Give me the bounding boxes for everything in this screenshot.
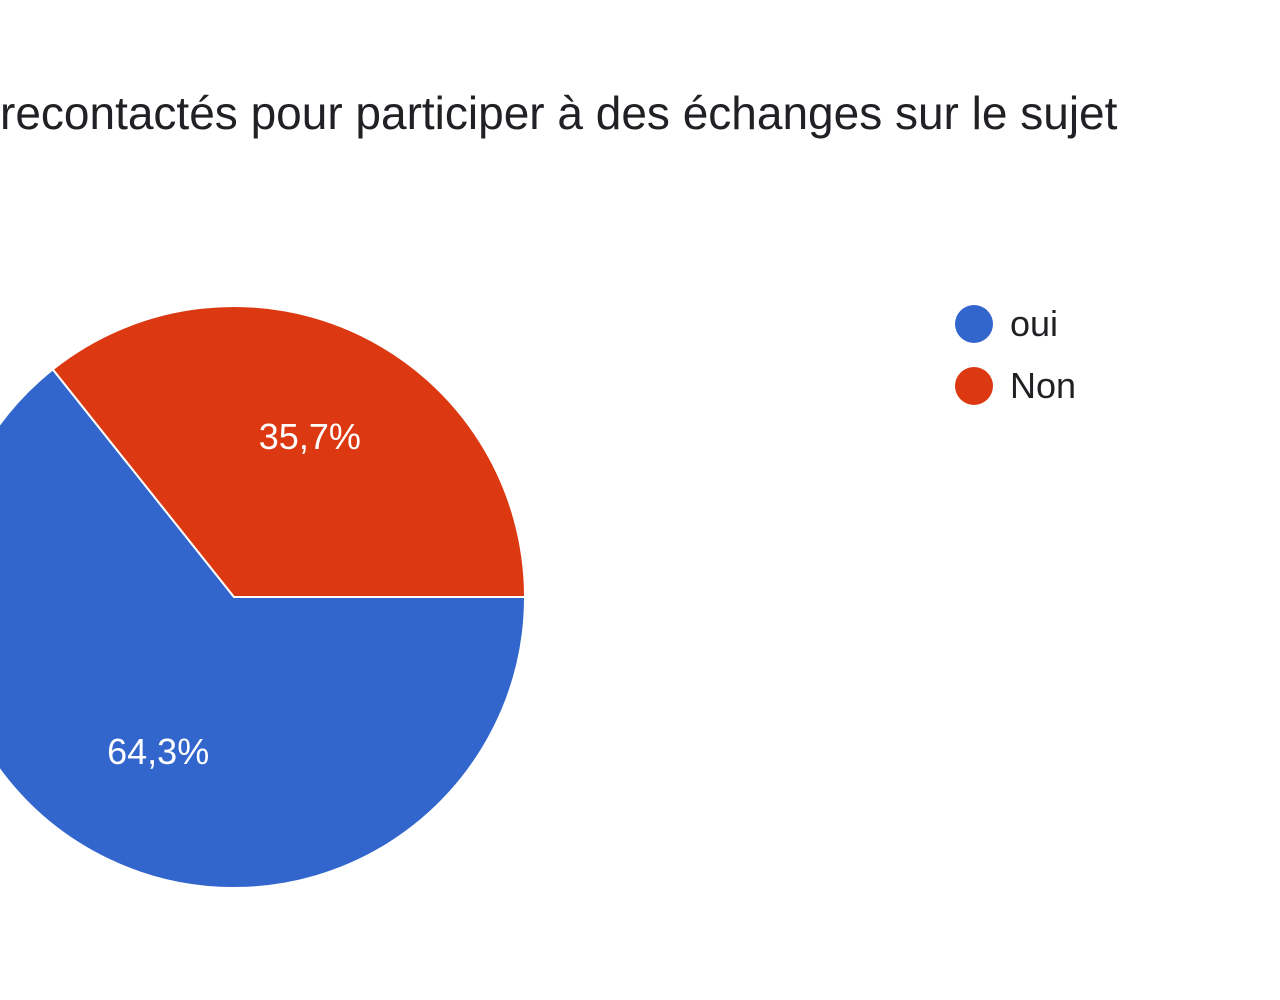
pie-slices (0, 305, 527, 889)
legend: oui Non (955, 300, 1076, 424)
pie-slice-labels: 64,3% 35,7% (107, 416, 361, 772)
legend-swatch-non (955, 367, 993, 405)
pie-slice-oui[interactable] (0, 367, 527, 889)
legend-swatch-oui (955, 305, 993, 343)
pie-slice-non[interactable] (51, 305, 527, 598)
legend-label-non: Non (1010, 365, 1077, 406)
chart-title: recontactés pour participer à des échang… (0, 87, 1118, 139)
legend-item-oui[interactable]: oui (955, 300, 1076, 348)
legend-label-oui: oui (1010, 303, 1059, 344)
slice-label-oui: 64,3% (107, 731, 209, 772)
legend-item-non[interactable]: Non (955, 362, 1076, 410)
slice-label-non: 35,7% (259, 416, 361, 457)
